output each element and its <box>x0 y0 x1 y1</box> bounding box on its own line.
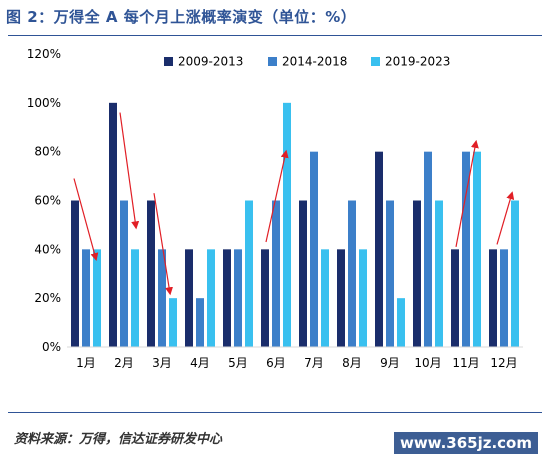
bar-2019-2023-7月 <box>321 249 329 347</box>
bar-2019-2023-12月 <box>511 200 519 347</box>
x-tick-label: 7月 <box>304 356 324 370</box>
bar-2019-2023-4月 <box>207 249 215 347</box>
annotation-arrow-11月 <box>455 139 479 248</box>
legend-swatch-2014-2018 <box>268 57 277 66</box>
bar-2019-2023-3月 <box>169 298 177 347</box>
footer-rule <box>8 412 542 413</box>
annotation-arrow-1月 <box>73 178 99 262</box>
y-tick-label: 80% <box>34 145 61 159</box>
bar-2014-2018-11月 <box>462 151 470 347</box>
legend-swatch-2019-2023 <box>371 57 380 66</box>
bar-2014-2018-6月 <box>272 200 280 347</box>
legend-label-2019-2023: 2019-2023 <box>385 55 450 69</box>
bar-2014-2018-9月 <box>386 200 394 347</box>
x-tick-label: 6月 <box>266 356 286 370</box>
annotation-arrow-3月 <box>153 193 174 296</box>
bar-2014-2018-1月 <box>82 249 90 347</box>
bar-2009-2013-3月 <box>147 200 155 347</box>
legend-label-2009-2013: 2009-2013 <box>178 55 243 69</box>
bar-2009-2013-9月 <box>375 151 383 347</box>
x-tick-label: 4月 <box>190 356 210 370</box>
annotation-arrow-12月 <box>496 191 515 245</box>
y-tick-label: 0% <box>42 340 61 354</box>
bar-2009-2013-11月 <box>451 249 459 347</box>
source-note: 资料来源：万得，信达证券研发中心 <box>14 432 223 447</box>
x-tick-label: 5月 <box>228 356 248 370</box>
bar-2019-2023-5月 <box>245 200 253 347</box>
y-tick-label: 100% <box>27 96 61 110</box>
bar-2019-2023-11月 <box>473 151 481 347</box>
bar-2014-2018-7月 <box>310 151 318 347</box>
bar-2009-2013-2月 <box>109 102 117 347</box>
bar-2014-2018-10月 <box>424 151 432 347</box>
y-tick-label: 40% <box>34 242 61 256</box>
bar-2014-2018-3月 <box>158 249 166 347</box>
bar-2009-2013-12月 <box>489 249 497 347</box>
y-tick-label: 120% <box>27 47 61 61</box>
bar-2014-2018-2月 <box>120 200 128 347</box>
legend-swatch-2009-2013 <box>164 57 173 66</box>
bar-2009-2013-10月 <box>413 200 421 347</box>
bar-2019-2023-2月 <box>131 249 139 347</box>
bar-2014-2018-4月 <box>196 298 204 347</box>
chart-title: 图 2：万得全 A 每个月上涨概率演变（单位：%） <box>6 8 357 26</box>
bar-2009-2013-4月 <box>185 249 193 347</box>
x-tick-label: 12月 <box>490 356 517 370</box>
x-tick-label: 11月 <box>452 356 479 370</box>
bar-2019-2023-8月 <box>359 249 367 347</box>
bar-2009-2013-8月 <box>337 249 345 347</box>
bar-2014-2018-8月 <box>348 200 356 347</box>
title-rule <box>8 35 542 36</box>
bar-2009-2013-7月 <box>299 200 307 347</box>
x-tick-label: 9月 <box>380 356 400 370</box>
x-tick-label: 10月 <box>414 356 441 370</box>
bar-chart: 0% 20% 40% 60% 80% 100% 120% 1月 2月 3月 4月 5月 6月 7月 8月 9月… <box>27 47 523 370</box>
y-tick-label: 60% <box>34 194 61 208</box>
x-tick-label: 1月 <box>76 356 96 370</box>
y-tick-label: 20% <box>34 291 61 305</box>
watermark: www.365jz.com <box>393 432 538 454</box>
bar-2014-2018-5月 <box>234 249 242 347</box>
annotation-arrow-2月 <box>119 112 140 230</box>
x-tick-label: 3月 <box>152 356 172 370</box>
bar-2019-2023-1月 <box>93 249 101 347</box>
annotation-arrow-6月 <box>265 149 289 243</box>
x-tick-label: 8月 <box>342 356 362 370</box>
legend-label-2014-2018: 2014-2018 <box>282 55 347 69</box>
bar-2009-2013-1月 <box>71 200 79 347</box>
bar-2019-2023-9月 <box>397 298 405 347</box>
bar-2019-2023-10月 <box>435 200 443 347</box>
bar-2019-2023-6月 <box>283 102 291 347</box>
bar-2009-2013-6月 <box>261 249 269 347</box>
bar-2009-2013-5月 <box>223 249 231 347</box>
bar-2014-2018-12月 <box>500 249 508 347</box>
x-tick-label: 2月 <box>114 356 134 370</box>
